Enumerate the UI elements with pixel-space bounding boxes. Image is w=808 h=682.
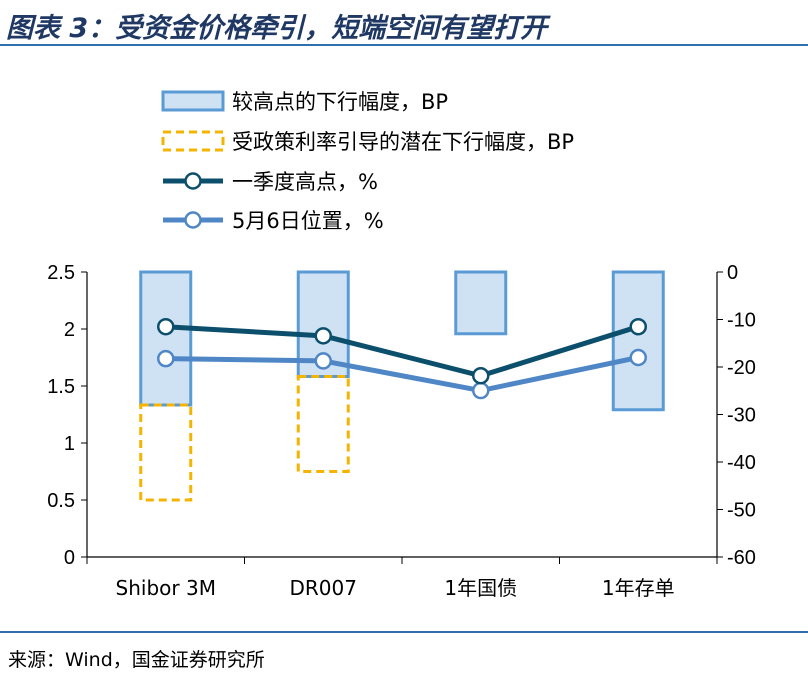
left-tick-label: 0.5 bbox=[47, 490, 75, 512]
may6-level-line bbox=[165, 355, 639, 394]
legend-swatch-bar bbox=[161, 90, 225, 112]
downside-bar bbox=[139, 270, 193, 407]
x-category-label: 1年存单 bbox=[602, 576, 675, 600]
x-category-label: Shibor 3M bbox=[116, 576, 216, 600]
q1-high-point bbox=[314, 327, 332, 345]
legend-swatch-dashed bbox=[161, 130, 225, 152]
bottom-rule bbox=[0, 631, 808, 633]
left-tick-label: 2.5 bbox=[47, 262, 75, 284]
potential-downside-bar bbox=[139, 403, 193, 502]
left-tick-label: 1.5 bbox=[47, 376, 75, 398]
right-tick-label: -10 bbox=[727, 310, 756, 332]
right-tick-label: -40 bbox=[727, 452, 756, 474]
downside-bar bbox=[454, 270, 508, 336]
right-tick-label: -30 bbox=[727, 405, 756, 427]
right-tick-label: -50 bbox=[727, 500, 756, 522]
may6-level-point bbox=[472, 381, 490, 400]
downside-bar bbox=[611, 270, 665, 412]
may6-level-point bbox=[629, 348, 647, 367]
legend-label: 5月6日位置，% bbox=[232, 209, 384, 233]
may6-level-point bbox=[314, 352, 332, 370]
right-tick-label: -20 bbox=[727, 357, 756, 379]
q1-high-point bbox=[472, 366, 490, 385]
left-tick-label: 0 bbox=[64, 547, 75, 569]
legend-swatch-may6-point bbox=[184, 211, 202, 229]
x-category-label: 1年国债 bbox=[444, 576, 517, 600]
top-rule bbox=[0, 44, 808, 46]
potential-downside-bar bbox=[296, 375, 350, 473]
x-category-label: DR007 bbox=[290, 576, 357, 600]
legend-swatch-q1-point bbox=[184, 172, 202, 190]
legend-label: 一季度高点，% bbox=[232, 170, 378, 194]
q1-high-point bbox=[629, 317, 647, 336]
left-tick-label: 2 bbox=[64, 319, 75, 341]
left-tick-label: 1 bbox=[64, 433, 75, 455]
right-tick-label: -60 bbox=[727, 547, 756, 569]
figure-title: 图表 3：受资金价格牵引，短端空间有望打开 bbox=[6, 13, 548, 44]
q1-high-point bbox=[157, 317, 175, 336]
right-tick-label: 0 bbox=[727, 262, 738, 284]
may6-level-point bbox=[157, 349, 175, 368]
source-note: 来源：Wind，国金证券研究所 bbox=[8, 649, 265, 671]
q1-high-line bbox=[165, 324, 639, 379]
legend-label: 受政策利率引导的潜在下行幅度，BP bbox=[232, 130, 574, 154]
legend-label: 较高点的下行幅度，BP bbox=[232, 90, 448, 114]
